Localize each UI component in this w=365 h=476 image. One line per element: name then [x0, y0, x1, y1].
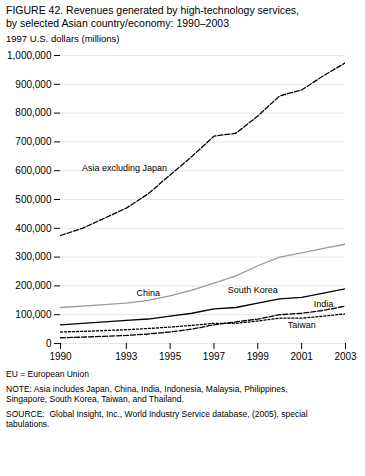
svg-text:India: India [314, 299, 334, 309]
svg-text:2003: 2003 [334, 351, 357, 362]
html-text:1997 U.S. dollars (millions): 1997 U.S. dollars (millions) [6, 33, 120, 44]
svg-text:1995: 1995 [159, 351, 182, 362]
html-text:EU = European Union: EU = European Union [6, 369, 89, 379]
svg-text:China: China [136, 288, 160, 298]
svg-text:1999: 1999 [247, 351, 270, 362]
html-text:FIGURE 42. Revenues generated: FIGURE 42. Revenues generated by high-te… [6, 4, 299, 16]
svg-text:Asia excluding Japan: Asia excluding Japan [82, 163, 167, 173]
html-text:by selected Asian country/econ: by selected Asian country/economy: 1990–… [6, 17, 229, 29]
svg-text:900,000: 900,000 [15, 79, 52, 90]
svg-text:500,000: 500,000 [15, 194, 52, 205]
html-text:Singapore, South Korea, Taiwan: Singapore, South Korea, Taiwan, and Thai… [6, 394, 184, 404]
svg-text:1993: 1993 [115, 351, 138, 362]
svg-text:200,000: 200,000 [15, 280, 52, 291]
svg-text:Taiwan: Taiwan [288, 320, 316, 330]
html-text:NOTE: Asia includes Japan, Chi: NOTE: Asia includes Japan, China, India,… [6, 383, 288, 394]
svg-text:400,000: 400,000 [15, 223, 52, 234]
svg-text:800,000: 800,000 [15, 107, 52, 118]
svg-text:2001: 2001 [291, 351, 314, 362]
svg-text:700,000: 700,000 [15, 136, 52, 147]
svg-text:0: 0 [46, 338, 52, 349]
svg-text:South Korea: South Korea [228, 285, 278, 295]
svg-text:300,000: 300,000 [15, 251, 52, 262]
html-text:tabulations.: tabulations. [6, 419, 50, 429]
svg-text:1997: 1997 [203, 351, 226, 362]
svg-text:1,000,000: 1,000,000 [7, 50, 52, 61]
svg-text:1990: 1990 [49, 351, 72, 362]
svg-text:100,000: 100,000 [15, 309, 52, 320]
svg-text:600,000: 600,000 [15, 165, 52, 176]
html-text:SOURCE: Global Insight, Inc.,: SOURCE: Global Insight, Inc., World Indu… [6, 408, 308, 419]
